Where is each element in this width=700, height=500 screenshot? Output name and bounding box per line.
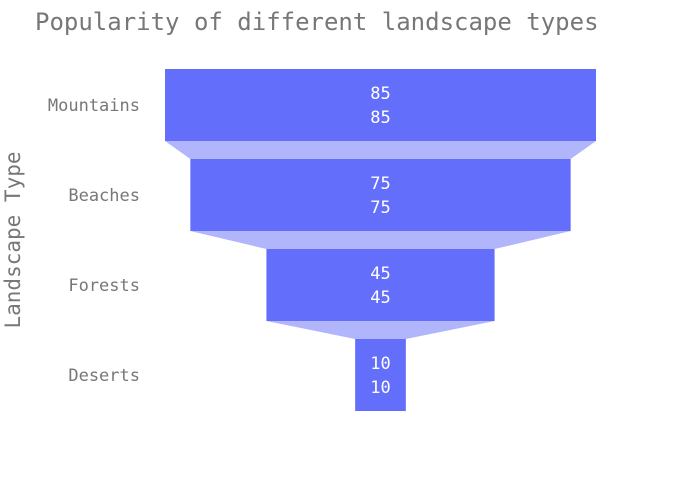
funnel-connectors [165,141,596,339]
funnel-bars [165,69,596,411]
funnel-connector [190,231,571,249]
chart-title: Popularity of different landscape types [35,8,599,36]
funnel-value-label: 85 [370,84,390,104]
funnel-bar-deserts [355,339,406,411]
funnel-connector [165,141,596,159]
funnel-bar-forests [266,249,495,321]
category-tick-label: Forests [68,276,140,296]
category-tick-label: Deserts [68,366,140,386]
funnel-value-label: 75 [370,198,390,218]
funnel-value-label: 10 [370,354,390,374]
category-tick-label: Mountains [48,96,140,116]
funnel-bar-beaches [190,159,571,231]
funnel-value-labels: 85 85 75 75 45 45 10 10 [370,84,390,398]
funnel-value-label: 45 [370,288,390,308]
funnel-value-label: 75 [370,174,390,194]
funnel-value-label: 10 [370,378,390,398]
funnel-value-label: 85 [370,108,390,128]
funnel-bar-mountains [165,69,596,141]
y-axis-label: Landscape Type [1,151,25,328]
funnel-connector [266,321,495,339]
funnel-value-label: 45 [370,264,390,284]
category-tick-labels: Mountains Beaches Forests Deserts [48,96,140,386]
category-tick-label: Beaches [68,186,140,206]
